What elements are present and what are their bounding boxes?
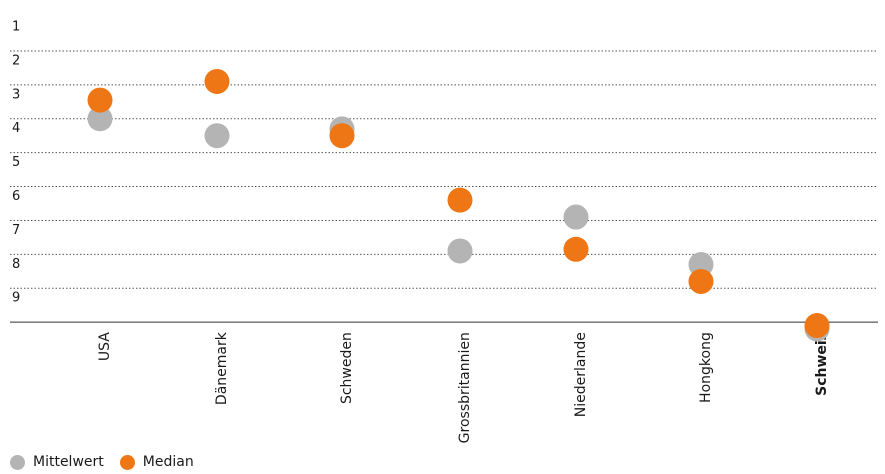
y-tick-label: 1 <box>12 20 20 35</box>
y-tick-label: 3 <box>12 87 20 102</box>
legend-label-mittelwert: Mittelwert <box>33 454 104 470</box>
mittelwert-point <box>87 106 113 132</box>
chart: 1 2 3 4 5 6 7 8 9 USA Dänemark Schweden Grossbritan… <box>10 20 878 443</box>
x-axis-labels: USA Dänemark Schweden Grossbritannien Nieder… <box>97 331 830 443</box>
legend-marker-mittelwert <box>10 454 25 470</box>
x-tick-label: Hongkong <box>698 332 714 403</box>
mittelwert-point <box>563 204 589 230</box>
median-point <box>688 268 714 294</box>
x-tick-label: Niederlande <box>573 332 589 417</box>
median-point <box>329 123 355 149</box>
y-tick-label: 9 <box>12 291 20 306</box>
mittelwert-point <box>447 238 473 264</box>
data-points <box>87 68 830 342</box>
y-axis-ticks: 1 2 3 4 5 6 7 8 9 <box>12 20 20 306</box>
y-tick-label: 4 <box>12 121 20 136</box>
legend: Mittelwert Median <box>10 454 210 470</box>
legend-marker-median <box>119 454 135 470</box>
x-tick-label: Dänemark <box>214 331 230 405</box>
mittelwert-point <box>204 123 230 149</box>
y-tick-label: 7 <box>12 223 20 238</box>
x-tick-label: USA <box>97 332 113 361</box>
median-point <box>804 313 830 339</box>
legend-item-median: Median <box>119 454 194 470</box>
x-tick-label: Schweiz <box>814 332 830 396</box>
legend-item-mittelwert: Mittelwert <box>10 454 104 470</box>
median-point <box>447 187 473 213</box>
median-point <box>87 87 113 113</box>
y-tick-label: 8 <box>12 257 20 272</box>
y-tick-label: 5 <box>12 155 20 170</box>
grid-lines <box>10 50 878 323</box>
legend-label-median: Median <box>142 454 194 470</box>
median-point <box>563 236 589 262</box>
y-tick-label: 6 <box>12 189 20 204</box>
x-tick-label: Grossbritannien <box>457 332 473 443</box>
x-tick-label: Schweden <box>339 332 355 404</box>
y-tick-label: 2 <box>12 53 20 68</box>
median-point <box>204 68 230 94</box>
